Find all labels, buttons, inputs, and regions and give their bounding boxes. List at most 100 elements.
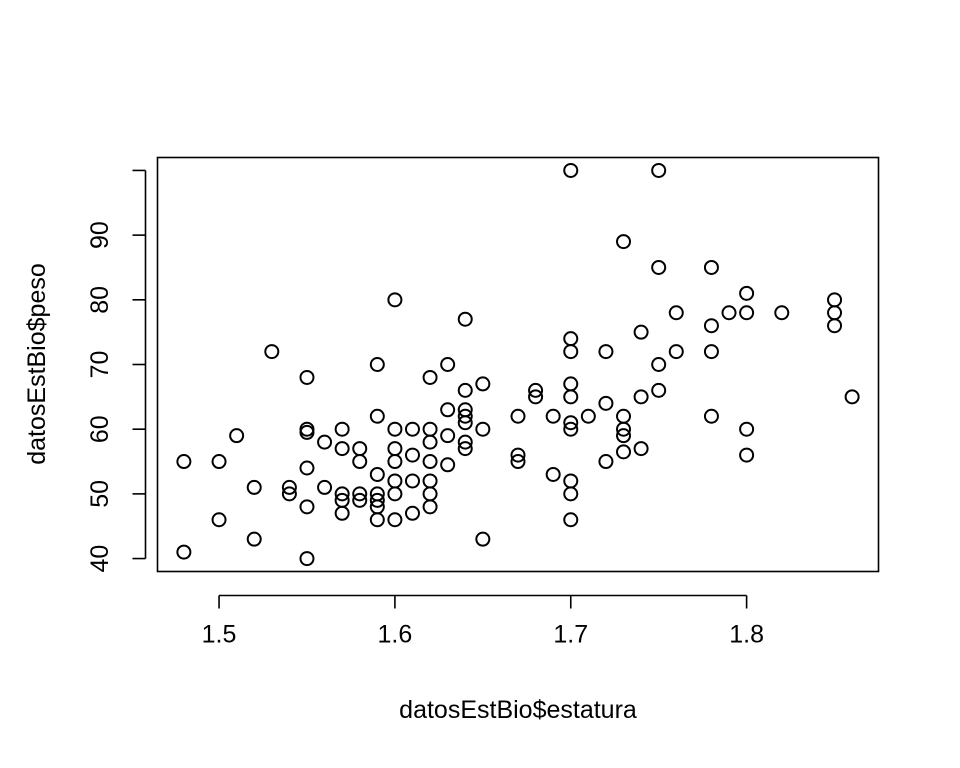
data-point bbox=[422, 369, 438, 385]
x-axis: 1.5 1.6 1.7 1.8 bbox=[202, 594, 764, 649]
data-point bbox=[387, 512, 403, 528]
data-point bbox=[563, 486, 579, 502]
data-point bbox=[703, 259, 719, 275]
data-point bbox=[563, 415, 579, 431]
data-point bbox=[457, 415, 473, 431]
data-point bbox=[545, 466, 561, 482]
data-point bbox=[369, 512, 385, 528]
x-tick-label: 1.8 bbox=[729, 621, 764, 649]
data-point bbox=[334, 441, 350, 457]
x-tick-label: 1.7 bbox=[553, 621, 588, 649]
data-point bbox=[176, 544, 192, 560]
data-point bbox=[651, 357, 667, 372]
data-point bbox=[633, 441, 649, 457]
data-point bbox=[422, 454, 438, 470]
data-point bbox=[422, 434, 438, 450]
y-tick-label: 90 bbox=[86, 221, 114, 249]
data-point bbox=[404, 505, 420, 521]
data-point bbox=[703, 344, 719, 360]
data-point bbox=[616, 234, 632, 250]
data-point bbox=[229, 428, 245, 444]
data-point bbox=[616, 421, 632, 437]
data-point bbox=[246, 531, 262, 547]
data-point bbox=[457, 441, 473, 457]
data-point bbox=[563, 344, 579, 360]
data-point bbox=[827, 318, 843, 334]
data-point bbox=[281, 486, 297, 502]
data-point bbox=[510, 447, 526, 463]
data-point bbox=[440, 457, 456, 473]
data-point bbox=[352, 492, 368, 508]
data-point bbox=[651, 162, 667, 178]
data-point bbox=[598, 344, 614, 360]
y-tick-label: 40 bbox=[86, 545, 114, 573]
data-point bbox=[475, 421, 491, 437]
data-point bbox=[404, 447, 420, 463]
data-point bbox=[369, 357, 385, 372]
data-point bbox=[352, 486, 368, 502]
data-point bbox=[176, 454, 192, 470]
y-tick-label: 50 bbox=[86, 480, 114, 508]
y-tick-label: 60 bbox=[86, 415, 114, 443]
data-point bbox=[440, 357, 456, 372]
x-tick-label: 1.6 bbox=[378, 621, 413, 649]
data-point bbox=[281, 479, 297, 495]
data-point bbox=[440, 428, 456, 444]
data-point bbox=[668, 305, 684, 321]
data-point bbox=[528, 382, 544, 398]
data-point bbox=[211, 512, 227, 528]
data-point bbox=[387, 292, 403, 308]
data-point bbox=[739, 421, 755, 437]
data-point bbox=[457, 408, 473, 424]
data-point bbox=[739, 305, 755, 321]
y-axis: 40 50 60 70 80 90 bbox=[86, 169, 147, 573]
data-point bbox=[739, 447, 755, 463]
data-point bbox=[510, 408, 526, 424]
data-point bbox=[299, 369, 315, 385]
points-layer bbox=[176, 162, 860, 567]
data-point bbox=[580, 408, 596, 424]
data-point bbox=[211, 454, 227, 470]
data-point bbox=[264, 344, 280, 360]
data-point bbox=[651, 259, 667, 275]
x-axis-title: datosEstBio$estatura bbox=[399, 696, 637, 724]
data-point bbox=[404, 473, 420, 489]
data-point bbox=[422, 499, 438, 515]
data-point bbox=[334, 421, 350, 437]
y-tick-label: 80 bbox=[86, 286, 114, 314]
data-point bbox=[651, 382, 667, 398]
data-point bbox=[475, 376, 491, 392]
data-point bbox=[563, 421, 579, 437]
data-point bbox=[457, 382, 473, 398]
data-point bbox=[475, 531, 491, 547]
data-point bbox=[844, 389, 860, 405]
y-axis-title: datosEstBio$peso bbox=[23, 263, 51, 465]
data-point bbox=[633, 324, 649, 340]
data-point bbox=[387, 421, 403, 437]
data-point bbox=[387, 454, 403, 470]
data-point bbox=[528, 389, 544, 405]
data-point bbox=[598, 395, 614, 411]
data-point bbox=[457, 434, 473, 450]
data-point bbox=[334, 486, 350, 502]
data-point bbox=[668, 344, 684, 360]
data-point bbox=[299, 499, 315, 515]
data-point bbox=[404, 421, 420, 437]
data-point bbox=[369, 408, 385, 424]
data-point bbox=[352, 454, 368, 470]
data-point bbox=[457, 311, 473, 327]
y-tick-label: 70 bbox=[86, 351, 114, 379]
data-point bbox=[334, 505, 350, 521]
data-point bbox=[598, 454, 614, 470]
plot-frame bbox=[156, 156, 880, 573]
data-point bbox=[616, 444, 632, 460]
data-point bbox=[299, 424, 315, 440]
data-point bbox=[369, 492, 385, 508]
data-point bbox=[563, 389, 579, 405]
data-point bbox=[317, 434, 333, 450]
data-point bbox=[703, 408, 719, 424]
data-point bbox=[387, 486, 403, 502]
data-point bbox=[545, 408, 561, 424]
